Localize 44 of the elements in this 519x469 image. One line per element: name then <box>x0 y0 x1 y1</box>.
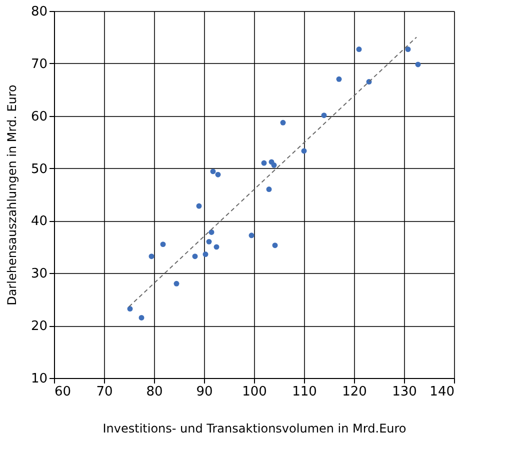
x-tick-label: 110 <box>292 384 317 400</box>
y-tick-label: 80 <box>30 4 48 20</box>
y-tick-label: 10 <box>30 372 48 386</box>
x-tick-label: 70 <box>96 384 113 400</box>
point <box>138 314 144 320</box>
point <box>148 254 154 260</box>
point <box>261 160 267 166</box>
point <box>196 203 202 209</box>
y-tick-label: 30 <box>30 266 48 282</box>
point <box>160 242 166 248</box>
x-tick-label: 90 <box>196 384 213 400</box>
y-tick-label: 40 <box>30 214 48 230</box>
point <box>271 162 277 168</box>
y-tick-label: 60 <box>30 109 48 124</box>
y-tick-label: 20 <box>30 319 48 334</box>
y-tick-label: 50 <box>30 162 48 177</box>
point <box>248 232 254 238</box>
point <box>127 306 133 312</box>
point <box>336 76 342 82</box>
x-tick-label: 130 <box>392 384 417 400</box>
point <box>215 172 221 178</box>
x-tick-label: 80 <box>146 384 163 400</box>
point <box>321 112 327 118</box>
point <box>214 244 220 250</box>
point <box>356 46 362 52</box>
y-axis-title: Darlehensauszahlungen in Mrd. Euro <box>4 84 19 306</box>
x-axis-title: Investitions- und Transaktionsvolumen in Mrd.Euro <box>102 422 406 436</box>
point <box>206 238 212 244</box>
point <box>405 46 411 52</box>
y-tick-label: 70 <box>30 56 48 72</box>
x-tick-label: 120 <box>342 384 367 400</box>
point <box>174 280 180 286</box>
x-tick-label: 140 <box>430 384 454 400</box>
point <box>208 230 214 235</box>
point <box>210 168 216 174</box>
point <box>301 148 307 154</box>
point <box>415 62 421 68</box>
point <box>266 186 272 192</box>
point <box>272 242 278 248</box>
point <box>280 120 286 126</box>
point <box>202 252 208 257</box>
x-tick-label: 60 <box>54 384 72 400</box>
x-tick-label: 100 <box>242 384 267 400</box>
point <box>192 254 198 260</box>
